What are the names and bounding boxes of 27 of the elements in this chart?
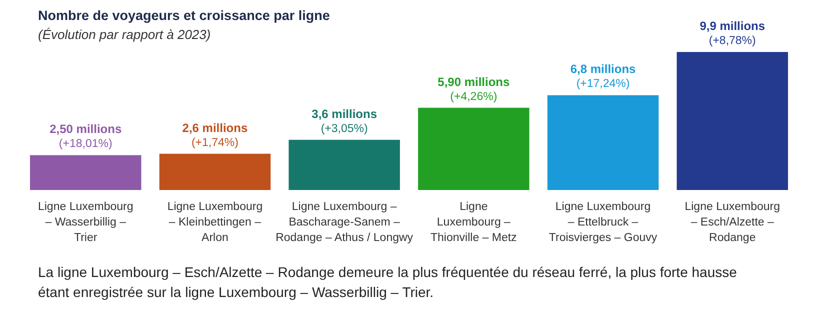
data-label: 2,6 millions	[182, 120, 248, 135]
x-tick-label: Ligne Luxembourg – Wasserbillig – Trier	[38, 201, 134, 244]
data-label: 6,8 millions	[570, 62, 636, 76]
bar	[547, 95, 659, 190]
annotation: (+17,24%)	[576, 78, 630, 90]
annotation: (+18,01%)	[58, 138, 112, 150]
chart-subtitle: (Évolution par rapport à 2023)	[38, 27, 211, 42]
x-tick-label: Ligne Luxembourg – Ettelbruck – Troisvierges – Gouvy	[548, 201, 658, 244]
data-label: 3,6 millions	[312, 106, 378, 121]
text: La ligne Luxembourg – Esch/Alzette – Rodange demeure la plus fréquentée du réseau ferré, la plus forte hausse étant enregistrée sur la ligne Luxembourg – Wasserbillig – Trier.	[38, 264, 738, 300]
bar	[288, 140, 400, 190]
bar	[676, 52, 788, 190]
data-label: 9,9 millions	[700, 19, 766, 33]
bar	[30, 155, 142, 190]
data-label: 2,50 millions	[50, 122, 122, 136]
bar	[159, 154, 271, 190]
bar	[418, 108, 530, 190]
annotation: (+4,26%)	[450, 90, 498, 103]
annotation: (+3,05%)	[320, 122, 368, 135]
x-tick-label: Ligne Luxembourg – Kleinbettingen – Arlon	[167, 201, 263, 244]
chart-title: Nombre de voyageurs et croissance par ligne	[38, 8, 330, 23]
annotation: (+8,78%)	[708, 35, 756, 47]
x-tick-label: Ligne Luxembourg – Esch/Alzette – Rodange	[684, 201, 780, 244]
data-label: 5,90 millions	[438, 74, 510, 89]
x-tick-label: Ligne Luxembourg – Thionville – Metz	[430, 201, 518, 244]
annotation: (+1,74%)	[191, 136, 239, 149]
x-tick-label: Ligne Luxembourg – Bascharage-Sanem – Rodange – Athus / Longwy	[276, 201, 414, 244]
